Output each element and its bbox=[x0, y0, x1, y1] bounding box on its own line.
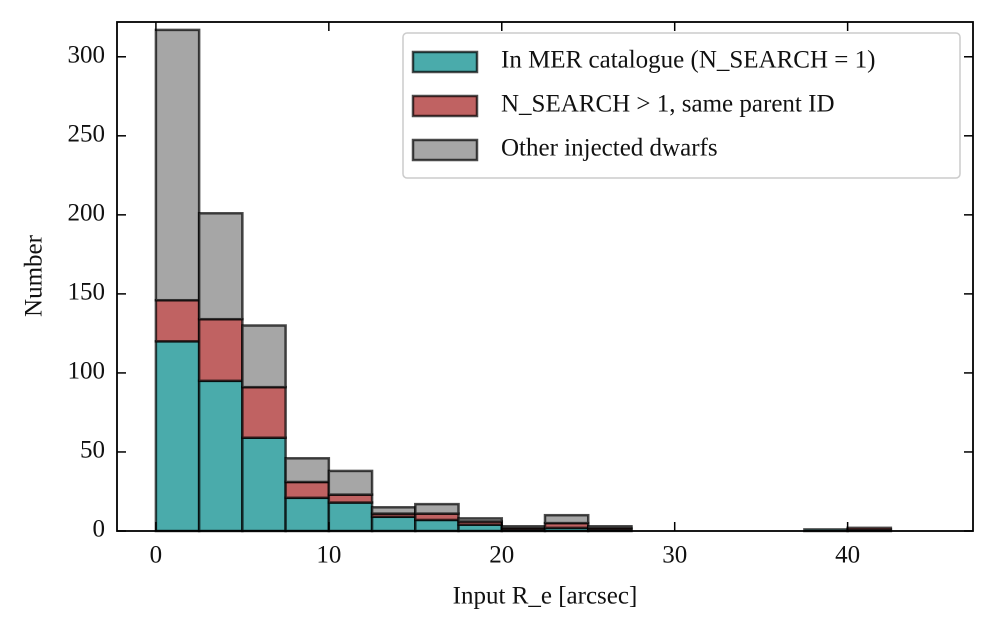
x-tick-label: 10 bbox=[316, 542, 341, 569]
x-tick-label: 20 bbox=[489, 542, 514, 569]
plot-frame bbox=[116, 21, 974, 532]
bar bbox=[197, 379, 244, 533]
x-tick-label: 40 bbox=[835, 542, 860, 569]
bar bbox=[500, 525, 547, 530]
legend-swatch bbox=[411, 50, 479, 74]
bar bbox=[457, 517, 504, 523]
legend-label: Other injected dwarfs bbox=[501, 135, 718, 162]
y-tick-label: 150 bbox=[68, 279, 106, 306]
bar bbox=[154, 340, 201, 533]
bar bbox=[197, 212, 244, 321]
bar bbox=[241, 436, 287, 533]
bar bbox=[154, 298, 201, 343]
bar bbox=[543, 513, 590, 525]
y-tick-label: 100 bbox=[68, 358, 106, 385]
bar bbox=[370, 515, 417, 533]
bar bbox=[284, 496, 331, 533]
bar bbox=[586, 525, 633, 530]
bar bbox=[241, 385, 287, 439]
legend-swatch bbox=[411, 94, 479, 118]
bar bbox=[241, 324, 287, 389]
x-axis-label: Input R_e [arcsec] bbox=[453, 583, 638, 610]
bar bbox=[327, 469, 374, 496]
x-tick-label: 30 bbox=[662, 542, 687, 569]
bar bbox=[414, 518, 460, 533]
legend-box bbox=[402, 32, 961, 179]
legend-label: In MER catalogue (N_SEARCH = 1) bbox=[501, 47, 875, 74]
bar bbox=[370, 506, 417, 515]
y-axis-label: Number bbox=[21, 234, 48, 317]
bar bbox=[284, 457, 331, 484]
bar bbox=[846, 526, 893, 531]
legend-label: N_SEARCH > 1, same parent ID bbox=[501, 91, 835, 118]
bar bbox=[197, 317, 244, 383]
y-tick-label: 300 bbox=[68, 42, 106, 69]
x-tick-label: 0 bbox=[150, 542, 163, 569]
legend-swatch bbox=[411, 138, 479, 162]
y-tick-label: 250 bbox=[68, 121, 106, 148]
y-tick-label: 200 bbox=[68, 200, 106, 227]
bar bbox=[154, 28, 201, 302]
y-tick-label: 0 bbox=[93, 516, 106, 543]
bar bbox=[414, 502, 460, 515]
bar bbox=[284, 480, 331, 500]
y-tick-label: 50 bbox=[80, 437, 105, 464]
bar bbox=[327, 501, 374, 533]
